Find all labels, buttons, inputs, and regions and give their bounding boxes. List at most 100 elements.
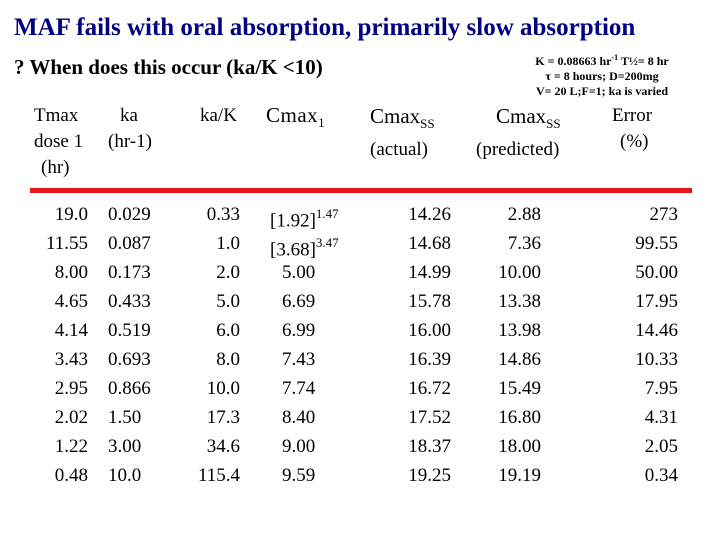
cmaxss-actual-cell: 15.78 (408, 291, 451, 312)
ka-over-k-cell: 0.33 (206, 204, 240, 225)
cmaxss-actual-cell: 16.72 (408, 378, 451, 399)
header-cmaxss-actual: CmaxSS (actual) (370, 103, 435, 163)
tmax-cell: 8.00 (54, 262, 88, 283)
tmax-cell: 2.02 (54, 407, 88, 428)
tmax-cell: 1.22 (54, 436, 88, 457)
cmax1-value: [3.68] (270, 239, 316, 261)
error-cell: 99.55 (635, 233, 678, 254)
error-cell: 10.33 (635, 349, 678, 370)
header-ka: ka (hr-1) (108, 103, 152, 155)
tmax-cell: 4.65 (54, 291, 88, 312)
cmax1-value: 7.74 (282, 378, 316, 399)
header-cmaxss-predicted: CmaxSS (predicted) (476, 103, 561, 163)
ka-cell: 0.087 (108, 233, 151, 254)
header-cmaxss-predicted-line1: CmaxSS (476, 103, 561, 137)
column-cmaxss-actual: 14.26 14.68 14.99 15.78 16.00 16.39 16.72 17.52… (388, 200, 451, 490)
cmax1-value: 6.99 (282, 320, 316, 341)
cmax1-cell: 6.69 (270, 287, 370, 316)
slide-title: MAF fails with oral absorption, primaril… (14, 14, 636, 41)
tmax-cell: 19.0 (54, 204, 88, 225)
ka-cell: 0.693 (108, 349, 151, 370)
tmax-cell: 3.43 (54, 349, 88, 370)
cmaxss-actual-cell: 14.68 (408, 233, 451, 254)
cmax1-exponent: 3.47 (315, 235, 339, 250)
cmax1-value: 9.59 (282, 465, 316, 486)
parameters-line-2: τ = 8 hours; D=200mg (545, 69, 659, 83)
header-error-line1: Error (612, 105, 653, 126)
cmaxss-actual-cell: 14.99 (408, 262, 451, 283)
header-cmax1-sub: 1 (318, 115, 326, 131)
cmaxss-actual-cell: 18.37 (408, 436, 451, 457)
header-tmax-line1: Tmax (34, 105, 79, 126)
column-cmax1: [1.92]1.47 [3.68]3.47 5.00 6.69 6.99 7.43 7.74… (270, 200, 370, 490)
cmaxss-predicted-cell: 15.49 (498, 378, 541, 399)
header-ka-line2: (hr-1) (108, 131, 152, 152)
cmax1-cell: 7.74 (270, 374, 370, 403)
tmax-cell: 0.48 (54, 465, 88, 486)
ka-cell: 0.173 (108, 262, 151, 283)
error-cell: 17.95 (635, 291, 678, 312)
cmaxss-predicted-cell: 7.36 (507, 233, 541, 254)
header-ka-line1: ka (120, 105, 138, 126)
header-tmax-line2: dose 1 (34, 131, 84, 152)
cmaxss-actual-cell: 19.25 (408, 465, 451, 486)
cmaxss-actual-cell: 16.39 (408, 349, 451, 370)
cmaxss-predicted-cell: 14.86 (498, 349, 541, 370)
error-cell: 0.34 (644, 465, 678, 486)
cmax1-value: [1.92] (270, 210, 316, 232)
parameter-half-life: T½= 8 hr (618, 54, 669, 68)
header-error-line2: (%) (620, 131, 649, 152)
header-ka-over-k: ka/K (200, 105, 237, 126)
cmaxss-predicted-cell: 13.38 (498, 291, 541, 312)
cmax1-value: 7.43 (282, 349, 316, 370)
cmaxss-actual-cell: 14.26 (408, 204, 451, 225)
header-tmax: Tmax dose 1 (hr) (34, 103, 83, 181)
parameters-line-1: K = 0.08663 hr-1 T½= 8 hr (502, 54, 702, 69)
error-cell: 4.31 (644, 407, 678, 428)
ka-over-k-cell: 5.0 (216, 291, 240, 312)
cmax1-value: 5.00 (282, 262, 316, 283)
error-cell: 273 (649, 204, 679, 225)
cmaxss-actual-cell: 17.52 (408, 407, 451, 428)
column-ka-over-k: 0.33 1.0 2.0 5.0 6.0 8.0 10.0 17.3 34.6 115.4 (180, 200, 240, 490)
cmax1-exponent: 1.47 (315, 206, 339, 221)
column-tmax: 19.0 11.55 8.00 4.65 4.14 3.43 2.95 2.02 1.22 0.4… (34, 200, 88, 490)
header-cmaxss-actual-line2: (actual) (370, 139, 429, 161)
tmax-cell: 11.55 (45, 233, 88, 254)
cmax1-cell: 6.99 (270, 316, 370, 345)
cmax1-cell: 7.43 (270, 345, 370, 374)
header-tmax-line3: (hr) (41, 157, 70, 178)
ka-over-k-cell: 115.4 (197, 465, 240, 486)
error-cell: 7.95 (644, 378, 678, 399)
cmaxss-predicted-cell: 10.00 (498, 262, 541, 283)
cmax1-cell: 5.00 (270, 258, 370, 287)
cmax1-value: 9.00 (282, 436, 316, 457)
cmax1-cell: 9.00 (270, 432, 370, 461)
header-cmax1: Cmax1 (266, 102, 325, 136)
header-cmaxss-predicted-base: Cmax (496, 104, 547, 128)
ka-over-k-cell: 17.3 (206, 407, 240, 428)
cmaxss-predicted-cell: 13.98 (498, 320, 541, 341)
cmaxss-predicted-cell: 18.00 (498, 436, 541, 457)
ka-cell: 0.519 (108, 320, 151, 341)
header-divider (30, 188, 692, 193)
ka-cell: 3.00 (108, 436, 142, 457)
header-cmaxss-actual-base: Cmax (370, 104, 421, 128)
cmax1-cell: 8.40 (270, 403, 370, 432)
parameters-box: K = 0.08663 hr-1 T½= 8 hr τ = 8 hours; D… (502, 54, 702, 99)
tmax-cell: 2.95 (54, 378, 88, 399)
header-cmaxss-actual-sub: SS (420, 116, 435, 132)
cmax1-cell: [1.92]1.47 (270, 200, 370, 232)
header-error: Error (%) (612, 103, 652, 155)
ka-cell: 0.866 (108, 378, 151, 399)
ka-cell: 0.029 (108, 204, 151, 225)
ka-cell: 0.433 (108, 291, 151, 312)
column-cmaxss-predicted: 2.88 7.36 10.00 13.38 13.98 14.86 15.49 16.80 18… (483, 200, 541, 490)
error-cell: 2.05 (644, 436, 678, 457)
ka-cell: 1.50 (108, 407, 142, 428)
ka-over-k-cell: 1.0 (216, 233, 240, 254)
cmax1-value: 6.69 (282, 291, 316, 312)
cmaxss-predicted-cell: 2.88 (507, 204, 541, 225)
slide-question: ? When does this occur (ka/K <10) (14, 55, 323, 79)
ka-over-k-cell: 6.0 (216, 320, 240, 341)
